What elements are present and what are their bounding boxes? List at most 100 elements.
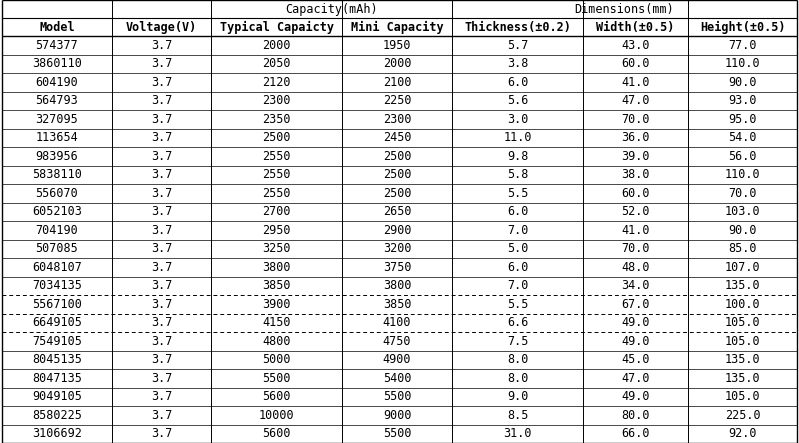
- Text: 9.8: 9.8: [507, 150, 528, 163]
- Text: 574377: 574377: [35, 39, 78, 52]
- Text: 3.7: 3.7: [151, 390, 172, 403]
- Text: Voltage(V): Voltage(V): [125, 20, 197, 34]
- Text: Mini Capacity: Mini Capacity: [351, 20, 443, 34]
- Text: 3.7: 3.7: [151, 298, 172, 311]
- Text: 983956: 983956: [35, 150, 78, 163]
- Text: 70.0: 70.0: [622, 113, 650, 126]
- Text: 49.0: 49.0: [622, 335, 650, 348]
- Text: 3.7: 3.7: [151, 150, 172, 163]
- Text: 49.0: 49.0: [622, 316, 650, 329]
- Text: 3.7: 3.7: [151, 372, 172, 385]
- Text: 41.0: 41.0: [622, 76, 650, 89]
- Text: 5.6: 5.6: [507, 94, 528, 107]
- Text: 48.0: 48.0: [622, 261, 650, 274]
- Text: 70.0: 70.0: [622, 242, 650, 255]
- Text: 8.0: 8.0: [507, 353, 528, 366]
- Text: 3.7: 3.7: [151, 242, 172, 255]
- Text: 60.0: 60.0: [622, 187, 650, 200]
- Text: 3850: 3850: [262, 279, 291, 292]
- Text: 5000: 5000: [262, 353, 291, 366]
- Text: 6052103: 6052103: [32, 205, 81, 218]
- Text: 2250: 2250: [383, 94, 411, 107]
- Text: 8.0: 8.0: [507, 372, 528, 385]
- Text: 3.7: 3.7: [151, 187, 172, 200]
- Text: 100.0: 100.0: [725, 298, 761, 311]
- Text: 105.0: 105.0: [725, 316, 761, 329]
- Text: 3.7: 3.7: [151, 279, 172, 292]
- Text: 8047135: 8047135: [32, 372, 81, 385]
- Text: 9049105: 9049105: [32, 390, 81, 403]
- Text: 5.7: 5.7: [507, 39, 528, 52]
- Text: 135.0: 135.0: [725, 353, 761, 366]
- Text: 85.0: 85.0: [729, 242, 757, 255]
- Text: 5.5: 5.5: [507, 298, 528, 311]
- Text: Height(±0.5): Height(±0.5): [700, 20, 785, 34]
- Text: 2450: 2450: [383, 131, 411, 144]
- Text: 3.7: 3.7: [151, 168, 172, 181]
- Text: 3.7: 3.7: [151, 224, 172, 237]
- Text: Capacity(mAh): Capacity(mAh): [285, 3, 378, 16]
- Text: 225.0: 225.0: [725, 409, 761, 422]
- Text: 2500: 2500: [262, 131, 291, 144]
- Text: 3900: 3900: [262, 298, 291, 311]
- Text: 2900: 2900: [383, 224, 411, 237]
- Text: 3.7: 3.7: [151, 205, 172, 218]
- Text: 5500: 5500: [383, 427, 411, 440]
- Text: 9.0: 9.0: [507, 390, 528, 403]
- Text: 5.5: 5.5: [507, 187, 528, 200]
- Text: 2300: 2300: [262, 94, 291, 107]
- Text: 110.0: 110.0: [725, 57, 761, 70]
- Text: 49.0: 49.0: [622, 390, 650, 403]
- Text: 7.0: 7.0: [507, 279, 528, 292]
- Text: 3.7: 3.7: [151, 113, 172, 126]
- Text: 66.0: 66.0: [622, 427, 650, 440]
- Text: 47.0: 47.0: [622, 94, 650, 107]
- Text: 135.0: 135.0: [725, 372, 761, 385]
- Text: 2120: 2120: [262, 76, 291, 89]
- Text: 39.0: 39.0: [622, 150, 650, 163]
- Text: 2950: 2950: [262, 224, 291, 237]
- Text: 2500: 2500: [383, 150, 411, 163]
- Text: 5.0: 5.0: [507, 242, 528, 255]
- Text: 47.0: 47.0: [622, 372, 650, 385]
- Text: 507085: 507085: [35, 242, 78, 255]
- Text: 80.0: 80.0: [622, 409, 650, 422]
- Text: 2100: 2100: [383, 76, 411, 89]
- Text: 4750: 4750: [383, 335, 411, 348]
- Text: 52.0: 52.0: [622, 205, 650, 218]
- Text: 8045135: 8045135: [32, 353, 81, 366]
- Text: 5600: 5600: [262, 390, 291, 403]
- Text: 3850: 3850: [383, 298, 411, 311]
- Text: 5600: 5600: [262, 427, 291, 440]
- Text: 54.0: 54.0: [729, 131, 757, 144]
- Text: 2500: 2500: [383, 187, 411, 200]
- Text: 113654: 113654: [35, 131, 78, 144]
- Text: 10000: 10000: [259, 409, 295, 422]
- Text: 105.0: 105.0: [725, 390, 761, 403]
- Text: 60.0: 60.0: [622, 57, 650, 70]
- Text: 6048107: 6048107: [32, 261, 81, 274]
- Text: 135.0: 135.0: [725, 279, 761, 292]
- Text: 90.0: 90.0: [729, 224, 757, 237]
- Text: 5500: 5500: [262, 372, 291, 385]
- Text: 2000: 2000: [262, 39, 291, 52]
- Text: 2550: 2550: [262, 150, 291, 163]
- Text: 3.8: 3.8: [507, 57, 528, 70]
- Text: 2500: 2500: [383, 168, 411, 181]
- Text: 2650: 2650: [383, 205, 411, 218]
- Text: 3860110: 3860110: [32, 57, 81, 70]
- Text: 95.0: 95.0: [729, 113, 757, 126]
- Text: 93.0: 93.0: [729, 94, 757, 107]
- Text: 3750: 3750: [383, 261, 411, 274]
- Text: 6.0: 6.0: [507, 205, 528, 218]
- Text: 3.7: 3.7: [151, 261, 172, 274]
- Text: 6649105: 6649105: [32, 316, 81, 329]
- Text: Dimensions(mm): Dimensions(mm): [574, 3, 674, 16]
- Text: 3.7: 3.7: [151, 353, 172, 366]
- Text: 1950: 1950: [383, 39, 411, 52]
- Text: 7.5: 7.5: [507, 335, 528, 348]
- Text: 4100: 4100: [383, 316, 411, 329]
- Text: 38.0: 38.0: [622, 168, 650, 181]
- Text: 3.7: 3.7: [151, 94, 172, 107]
- Text: 8580225: 8580225: [32, 409, 81, 422]
